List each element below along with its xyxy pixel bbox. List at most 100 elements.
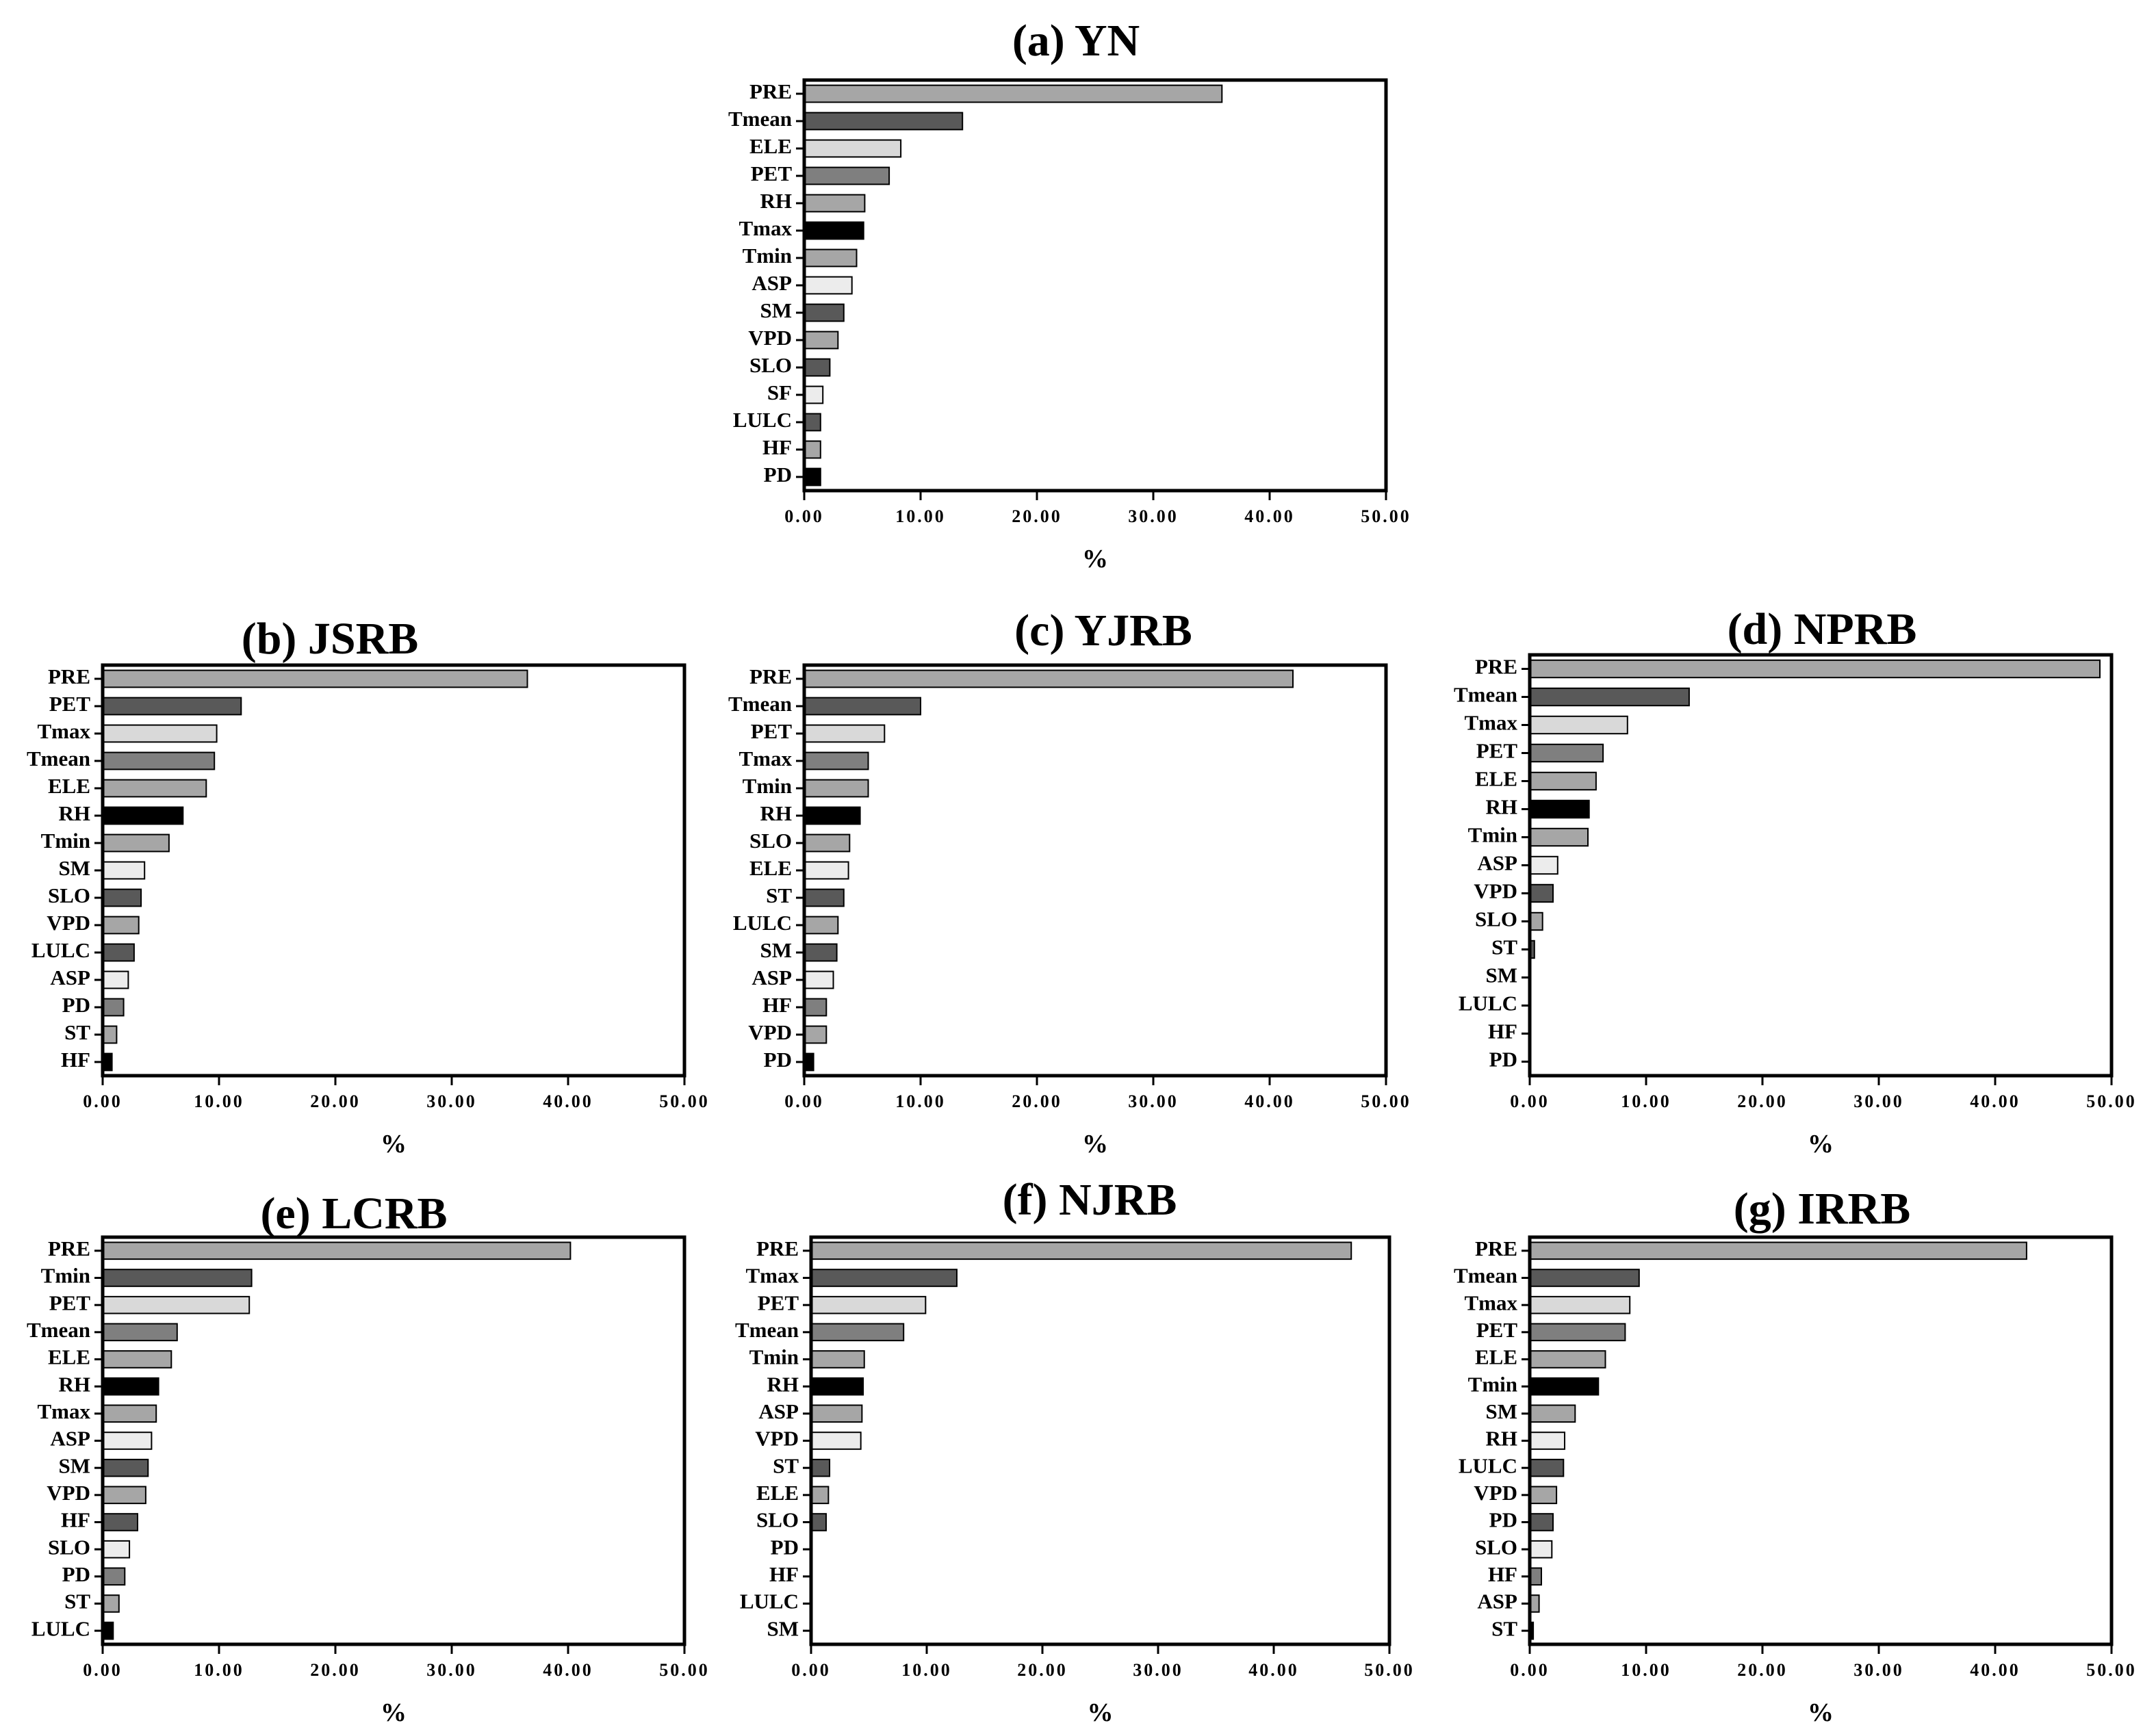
- category-label: PRE: [48, 664, 90, 688]
- bar-asp: [804, 970, 834, 989]
- category-label: Tmin: [743, 244, 792, 268]
- category-label: Tmean: [27, 747, 90, 770]
- bar-tmean: [102, 751, 216, 770]
- bar-tmax: [804, 751, 869, 770]
- bar-pre: [1529, 659, 2101, 679]
- category-label: VPD: [1474, 1481, 1517, 1505]
- category-label: HF: [762, 435, 792, 459]
- x-tick-label: 20.00: [1737, 1091, 1788, 1111]
- bar-ele: [1529, 771, 1597, 791]
- x-tick-label: 10.00: [1621, 1660, 1671, 1680]
- x-tick-label: 0.00: [1510, 1091, 1550, 1111]
- x-tick-label: 30.00: [1133, 1660, 1183, 1680]
- bar-tmin: [1529, 827, 1589, 847]
- bar-tmean: [1529, 1269, 1640, 1287]
- bar-st: [810, 1458, 831, 1477]
- x-tick-label: 40.00: [1244, 1091, 1295, 1111]
- bar-pd: [102, 1567, 126, 1586]
- bar-vpd: [804, 1025, 827, 1044]
- bar-pd: [1529, 1513, 1554, 1531]
- bar-tmax: [810, 1269, 958, 1287]
- category-label: PD: [1489, 1508, 1517, 1532]
- category-label: SM: [1486, 1399, 1518, 1423]
- x-tick-label: 40.00: [543, 1660, 593, 1680]
- plot-frame: [101, 1235, 686, 1646]
- x-tick-label: 10.00: [194, 1091, 244, 1111]
- category-label: ST: [1491, 1616, 1517, 1640]
- bar-pet: [1529, 743, 1604, 763]
- category-label: PRE: [1475, 655, 1517, 679]
- bar-tmean: [804, 697, 921, 716]
- bar-slo: [804, 358, 831, 377]
- category-label: Tmax: [746, 1264, 799, 1288]
- chart-panel-1: (b) JSRB PRE PET Tmax Tmean ELE RH Tmin SM SLO VPD…: [27, 614, 708, 1158]
- x-tick-label: 0.00: [83, 1091, 123, 1111]
- bar-pre: [804, 84, 1223, 103]
- x-tick-label: 40.00: [1244, 506, 1295, 526]
- category-label: SLO: [749, 353, 792, 377]
- x-tick-label: 20.00: [1012, 1091, 1062, 1111]
- bar-rh: [1529, 1431, 1565, 1450]
- bar-tmax: [804, 221, 864, 240]
- category-label: HF: [1488, 1020, 1517, 1044]
- category-label: PRE: [48, 1236, 90, 1260]
- x-tick-label: 10.00: [1621, 1091, 1671, 1111]
- bar-pet: [102, 1295, 251, 1314]
- category-label: LULC: [740, 1590, 799, 1614]
- bar-asp: [1529, 855, 1558, 875]
- x-tick-label: 50.00: [2086, 1660, 2137, 1680]
- category-label: ELE: [1475, 1345, 1517, 1369]
- x-tick-label: 50.00: [1361, 1091, 1411, 1111]
- bar-sf: [804, 385, 824, 404]
- category-label: ASP: [50, 966, 90, 989]
- x-axis-label: %: [381, 1698, 407, 1727]
- bar-rh: [804, 806, 861, 825]
- category-label: PRE: [756, 1236, 799, 1260]
- bar-sm: [804, 303, 845, 322]
- category-label: SLO: [48, 883, 90, 907]
- bar-tmin: [804, 248, 858, 268]
- category-label: VPD: [1474, 879, 1517, 903]
- bar-hf: [804, 998, 827, 1017]
- category-label: SF: [767, 380, 792, 404]
- category-label: ELE: [48, 1345, 90, 1369]
- bar-st: [102, 1594, 120, 1613]
- plot-frame: [802, 78, 1388, 493]
- category-label: ELE: [756, 1481, 799, 1505]
- bar-tmax: [102, 724, 218, 743]
- category-label: HF: [61, 1048, 90, 1072]
- bar-st: [804, 888, 845, 907]
- chart-panel-3: (d) NPRB PRE Tmean Tmax PET ELE RH Tmin ASP VPD SL…: [1454, 604, 2137, 1158]
- bar-vpd: [102, 916, 140, 935]
- bar-lulc: [102, 943, 135, 962]
- bar-pre: [102, 1241, 572, 1260]
- bar-tmean: [1529, 687, 1690, 707]
- x-tick-label: 30.00: [426, 1091, 477, 1111]
- x-tick-label: 10.00: [895, 1091, 946, 1111]
- bar-vpd: [804, 331, 839, 350]
- category-label: PD: [62, 1562, 90, 1586]
- chart-title: (d) NPRB: [1728, 604, 1917, 654]
- chart-title: (f) NJRB: [1003, 1175, 1177, 1225]
- category-label: Tmax: [1465, 711, 1518, 735]
- category-label: HF: [762, 993, 792, 1017]
- x-tick-label: 50.00: [2086, 1091, 2137, 1111]
- bar-pet: [804, 724, 886, 743]
- category-label: SM: [59, 1453, 91, 1477]
- x-tick-label: 40.00: [1970, 1091, 2020, 1111]
- x-tick-label: 20.00: [310, 1660, 361, 1680]
- bar-sm: [102, 1458, 149, 1477]
- category-label: RH: [59, 801, 91, 825]
- x-tick-label: 0.00: [791, 1660, 831, 1680]
- bar-pet: [102, 697, 242, 716]
- category-label: ASP: [752, 966, 792, 989]
- x-axis-label: %: [381, 1130, 407, 1158]
- category-label: Tmax: [38, 719, 91, 743]
- plot-frame: [802, 663, 1388, 1078]
- bar-pd: [804, 467, 821, 487]
- bar-pet: [1529, 1323, 1626, 1342]
- bar-tmin: [102, 833, 170, 853]
- bar-slo: [1529, 1540, 1553, 1559]
- chart-panel-2: (c) YJRB PRE Tmean PET Tmax Tmin RH SLO ELE ST LUL…: [728, 606, 1411, 1158]
